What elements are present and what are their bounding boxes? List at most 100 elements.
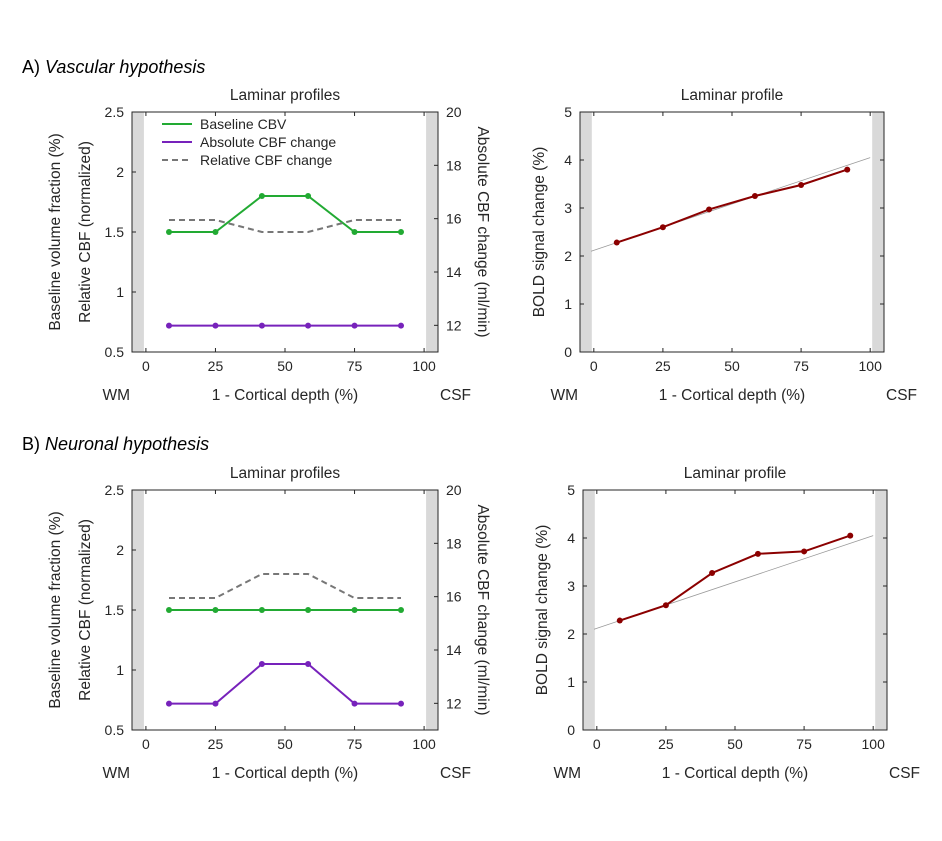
bold-point [844, 166, 851, 173]
x-tick-label: 0 [142, 358, 150, 374]
absolute-cbf-change-point [351, 322, 358, 329]
y-tick-label-right: 12 [446, 317, 462, 333]
y-tick-label: 2.5 [105, 482, 125, 498]
baseline-cbv-point [351, 607, 358, 613]
x-axis-label: 1 - Cortical depth (%) [659, 387, 805, 404]
relative-cbf-change-line [169, 219, 401, 233]
csf-region-band [426, 490, 438, 730]
y-axis-label-left: BOLD signal change (%) [534, 525, 551, 696]
y-tick-label: 1 [116, 662, 124, 678]
section-a-heading: A) Vascular hypothesis [22, 57, 205, 77]
x-tick-label: 25 [658, 736, 674, 752]
y-tick-label-right: 20 [446, 104, 462, 120]
y-tick-label-right: 12 [446, 695, 462, 711]
axes-frame [582, 489, 888, 731]
bold-line [619, 534, 851, 622]
absolute-cbf-change-point [305, 322, 312, 329]
baseline-cbv-point [398, 229, 405, 235]
y-tick-label: 0.5 [105, 344, 125, 360]
x-tick-label: 100 [412, 358, 436, 374]
y-axis-label-left: Relative CBF (normalized) [77, 141, 94, 323]
bold-point [659, 224, 666, 231]
y-tick-label: 2 [564, 248, 572, 264]
y-tick-label-right: 14 [446, 264, 462, 280]
csf-label: CSF [889, 765, 920, 782]
x-tick-label: 100 [862, 736, 886, 752]
wm-label: WM [102, 765, 130, 782]
wm-label: WM [102, 387, 130, 404]
csf-label: CSF [440, 387, 471, 404]
bold-point [751, 193, 758, 199]
baseline-cbv-point [212, 229, 219, 235]
baseline-cbv-point [165, 607, 172, 613]
y-tick-label: 2 [116, 164, 124, 180]
bold-point [709, 570, 716, 577]
y-axis-label-right: Absolute CBF change (ml/min) [474, 504, 491, 715]
section-b-heading: B) Neuronal hypothesis [22, 434, 209, 454]
wm-label: WM [550, 387, 578, 404]
absolute-cbf-change-point [212, 700, 219, 707]
y-tick-label: 1.5 [105, 224, 125, 240]
bold-point [616, 617, 623, 624]
y-tick-label: 3 [564, 200, 572, 216]
baseline-cbv-point [305, 193, 312, 199]
absolute-cbf-change-point [305, 661, 312, 667]
chart-b-left: Laminar profiles 0 25 50 75 100 1 - Cortical d… [47, 465, 491, 782]
wm-region-band [132, 490, 144, 730]
y-tick-label: 5 [567, 482, 575, 498]
absolute-cbf-change-point [258, 322, 265, 329]
legend: Baseline CBV Absolute CBF change Relative … [162, 116, 336, 168]
y-tick-label-right: 20 [446, 482, 462, 498]
baseline-cbv-point [351, 229, 358, 235]
absolute-cbf-change-point [165, 322, 172, 329]
x-tick-label: 25 [655, 358, 671, 374]
x-tick-label: 75 [347, 358, 363, 374]
absolute-cbf-change-point [398, 700, 405, 707]
y-tick-label: 1 [116, 284, 124, 300]
y-axis-label-left: BOLD signal change (%) [531, 147, 548, 318]
y-axis-label-left: Baseline volume fraction (%) [47, 511, 64, 708]
wm-label: WM [553, 765, 581, 782]
x-axis-label: 1 - Cortical depth (%) [212, 765, 358, 782]
wm-region-band [583, 490, 595, 730]
x-tick-label: 0 [142, 736, 150, 752]
x-tick-label: 0 [590, 358, 598, 374]
bold-point [706, 206, 713, 213]
y-tick-label: 2.5 [105, 104, 125, 120]
csf-label: CSF [440, 765, 471, 782]
y-axis-label-right: Absolute CBF change (ml/min) [474, 126, 491, 337]
baseline-cbv-point [258, 193, 265, 199]
absolute-cbf-change-point [212, 322, 219, 329]
chart-title: Laminar profile [681, 87, 784, 104]
x-tick-label: 50 [277, 358, 293, 374]
x-tick-label: 100 [859, 358, 883, 374]
bold-point [801, 548, 808, 555]
y-tick-label: 3 [567, 578, 575, 594]
absolute-cbf-change-point [398, 322, 405, 329]
x-tick-label: 0 [593, 736, 601, 752]
y-tick-label: 2 [116, 542, 124, 558]
y-tick-label: 0 [564, 344, 572, 360]
x-tick-label: 25 [208, 736, 224, 752]
chart-title: Laminar profile [684, 465, 787, 482]
y-tick-label: 2 [567, 626, 575, 642]
bold-point [798, 181, 805, 188]
x-tick-label: 50 [724, 358, 740, 374]
relative-cbf-change-line [169, 573, 401, 599]
baseline-cbv-line [169, 195, 401, 233]
y-tick-label: 4 [567, 530, 575, 546]
csf-region-band [872, 112, 884, 352]
y-tick-label-right: 18 [446, 535, 462, 551]
absolute-cbf-change-point [165, 700, 172, 707]
baseline-cbv-point [258, 607, 265, 613]
x-tick-label: 50 [277, 736, 293, 752]
y-axis-label-left: Baseline volume fraction (%) [47, 133, 64, 330]
y-tick-label: 1 [564, 296, 572, 312]
legend-label: Relative CBF change [200, 152, 333, 168]
y-tick-label-right: 18 [446, 157, 462, 173]
x-tick-label: 50 [727, 736, 743, 752]
csf-region-band [426, 112, 438, 352]
